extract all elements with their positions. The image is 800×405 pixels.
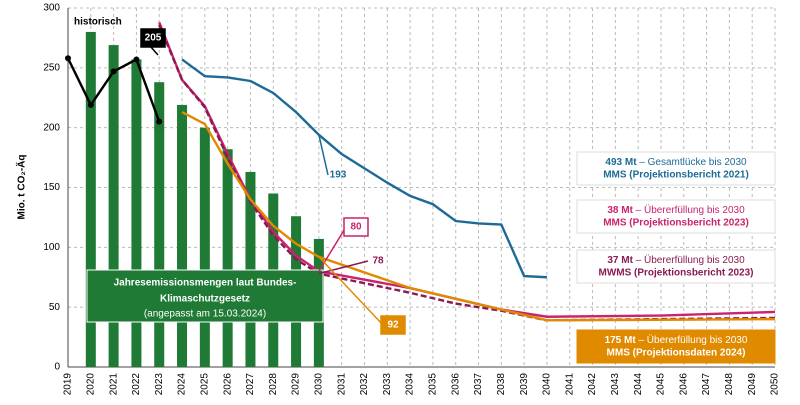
legend-text: 493 Mt – Gesamtlücke bis 2030: [605, 157, 747, 168]
point: [87, 101, 94, 108]
bar: [131, 59, 142, 367]
x-tick-label: 2049: [747, 373, 758, 396]
y-tick-label: 250: [43, 62, 60, 73]
legend-box: [86, 269, 324, 323]
annotation: 80: [350, 222, 362, 233]
leader-line: [318, 256, 384, 326]
line: [181, 58, 547, 279]
bar: [108, 45, 119, 367]
bar: [154, 82, 165, 368]
legend-text: 37 Mt – Übererfüllung bis 2030: [607, 254, 745, 266]
legend-note: – Übererfüllung bis 2030: [636, 334, 748, 346]
x-tick-label: 2045: [656, 373, 667, 396]
legend-note: – Übererfüllung bis 2030: [633, 204, 745, 216]
x-tick-label: 2029: [291, 373, 302, 396]
point: [65, 55, 71, 62]
legend-name: MMS (Projektionsdaten 2024): [607, 348, 746, 359]
y-tick-label: 50: [49, 302, 61, 313]
x-tick-label: 2048: [724, 373, 735, 396]
legend-bold: 38 Mt: [607, 205, 633, 216]
x-tick-label: 2023: [154, 373, 165, 396]
x-tick-label: 2022: [131, 373, 142, 396]
x-tick-label: 2040: [542, 373, 553, 396]
x-tick-label: 2039: [519, 373, 530, 396]
x-tick-label: 2035: [428, 373, 439, 396]
x-tick-label: 2046: [678, 373, 689, 396]
annotation: 193: [330, 170, 347, 181]
x-tick-label: 2044: [633, 373, 644, 396]
legend-box: [576, 199, 776, 234]
x-tick-label: 2032: [359, 373, 370, 396]
legend-text: Jahresemissionsmengen laut Bundes-: [114, 278, 297, 289]
legend-box: [576, 329, 776, 364]
bar: [199, 127, 210, 368]
x-tick-label: 2050: [770, 373, 781, 396]
point: [110, 68, 117, 75]
x-tick-label: 2037: [473, 373, 484, 396]
x-tick-label: 2036: [450, 373, 461, 396]
legend-text: 175 Mt – Übererfüllung bis 2030: [605, 334, 748, 346]
y-tick-label: 150: [43, 182, 60, 193]
x-tick-label: 2047: [701, 373, 712, 396]
x-tick-label: 2024: [177, 373, 188, 396]
legend-text: (angepasst am 15.03.2024): [144, 309, 266, 320]
legend-name: MMS (Projektionsbericht 2021): [603, 170, 749, 181]
leader-line: [318, 134, 329, 176]
legend-text: Klimaschutzgesetz: [160, 294, 250, 305]
x-tick-label: 2031: [336, 373, 347, 396]
legend-box: [576, 249, 776, 284]
x-tick-label: 2041: [564, 373, 575, 396]
annotation: 78: [372, 256, 384, 267]
legend-text: 38 Mt – Übererfüllung bis 2030: [607, 204, 745, 216]
x-tick-label: 2033: [382, 373, 393, 396]
y-tick-label: 100: [43, 242, 60, 253]
x-tick-label: 2019: [63, 373, 74, 396]
x-tick-label: 2034: [405, 373, 416, 396]
legend-bold: 175 Mt: [605, 335, 637, 346]
x-tick-label: 2027: [245, 373, 256, 396]
legend-bold: 493 Mt: [605, 157, 637, 168]
x-tick-label: 2021: [108, 373, 119, 396]
leader-line: [318, 226, 347, 272]
line: [158, 24, 776, 322]
y-axis-label: Mio. t CO₂-Äq: [15, 155, 28, 220]
annotation-box: [140, 28, 166, 48]
legend-note: – Gesamtlücke bis 2030: [637, 157, 747, 168]
legend-name: MWMS (Projektionsbericht 2023): [598, 268, 753, 279]
x-tick-label: 2020: [85, 373, 96, 396]
bar: [177, 104, 188, 368]
y-tick-label: 200: [43, 122, 60, 133]
point: [156, 118, 163, 125]
y-tick-label: 300: [43, 3, 60, 14]
x-tick-label: 2028: [268, 373, 279, 396]
annotation-box: [343, 217, 369, 237]
y-tick-label: 0: [54, 362, 60, 373]
annotation: 92: [387, 320, 399, 331]
x-tick-label: 2043: [610, 373, 621, 396]
legend-name: MMS (Projektionsbericht 2023): [603, 218, 749, 229]
legend-note: – Übererfüllung bis 2030: [633, 254, 745, 266]
x-tick-label: 2042: [587, 373, 598, 396]
x-tick-label: 2025: [199, 373, 210, 396]
x-tick-label: 2030: [314, 373, 325, 396]
point: [133, 56, 140, 63]
bar: [245, 171, 256, 367]
legend-box: [576, 151, 776, 186]
annotation-box: [380, 315, 406, 335]
bar: [85, 31, 96, 368]
leader-line: [318, 260, 369, 275]
series-label: historisch: [74, 17, 122, 28]
bar: [222, 149, 233, 367]
annotation: 205: [145, 33, 162, 44]
x-tick-label: 2038: [496, 373, 507, 396]
line: [181, 111, 776, 322]
x-tick-label: 2026: [222, 373, 233, 396]
legend-bold: 37 Mt: [607, 255, 633, 266]
